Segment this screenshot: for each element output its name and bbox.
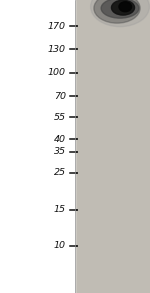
Text: 70: 70 (54, 92, 66, 100)
Bar (0, 0, 75, 293)
Text: 40: 40 (54, 135, 66, 144)
Bar (75, 0, 150, 293)
Text: 10: 10 (54, 241, 66, 250)
Text: 170: 170 (48, 22, 66, 31)
Text: 35: 35 (54, 147, 66, 156)
Text: 170: 170 (48, 22, 66, 31)
Ellipse shape (119, 2, 132, 12)
Text: 25: 25 (54, 168, 66, 177)
Ellipse shape (94, 0, 140, 23)
Text: 25: 25 (54, 168, 66, 177)
Text: 15: 15 (54, 205, 66, 214)
Bar (0, 0, 75, 293)
Text: 130: 130 (48, 45, 66, 54)
Text: 70: 70 (54, 92, 66, 100)
Text: 55: 55 (54, 113, 66, 122)
Ellipse shape (111, 0, 135, 15)
Text: 10: 10 (54, 241, 66, 250)
Ellipse shape (101, 0, 139, 18)
Text: 15: 15 (54, 205, 66, 214)
Text: 55: 55 (54, 113, 66, 122)
Text: 130: 130 (48, 45, 66, 54)
Text: 100: 100 (48, 68, 66, 77)
Text: 35: 35 (54, 147, 66, 156)
Ellipse shape (91, 0, 149, 27)
Text: 100: 100 (48, 68, 66, 77)
Text: 40: 40 (54, 135, 66, 144)
